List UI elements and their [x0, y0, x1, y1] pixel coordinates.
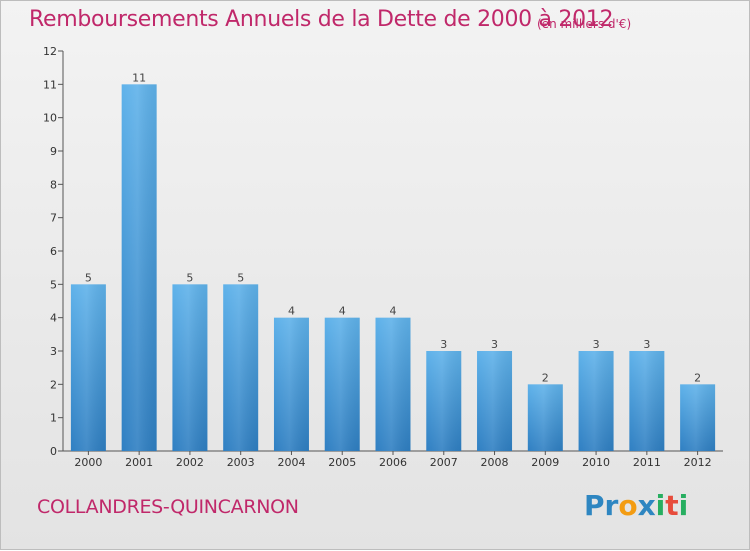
value-label-2002: 5 [186, 271, 193, 284]
value-label-2005: 4 [339, 305, 346, 318]
x-tick-label-2004: 2004 [277, 456, 305, 469]
x-tick-label-2010: 2010 [582, 456, 610, 469]
commune-name: COLLANDRES-QUINCARNON [37, 496, 299, 518]
bar-shine-2001 [121, 84, 157, 451]
bar-shine-2006 [375, 317, 411, 451]
bar-shine-2002 [172, 284, 208, 451]
x-tick-label-2005: 2005 [328, 456, 356, 469]
x-tick-label-2006: 2006 [379, 456, 407, 469]
x-tick-label-2003: 2003 [227, 456, 255, 469]
value-label-2006: 4 [390, 305, 397, 318]
logo-letter: r [604, 489, 619, 522]
x-tick-label-2012: 2012 [684, 456, 712, 469]
x-tick-label-2011: 2011 [633, 456, 661, 469]
bar-shine-2012 [680, 384, 716, 451]
y-tick-label: 3 [50, 345, 57, 358]
value-label-2009: 2 [542, 371, 549, 384]
y-tick-label: 5 [50, 278, 57, 291]
x-tick-label-2002: 2002 [176, 456, 204, 469]
value-label-2007: 3 [440, 338, 447, 351]
y-tick-label: 6 [50, 245, 57, 258]
bar-shine-2004 [273, 317, 309, 451]
logo-letter: o [618, 489, 638, 522]
y-tick-label: 9 [50, 145, 57, 158]
y-tick-label: 1 [50, 412, 57, 425]
bar-shine-2009 [527, 384, 563, 451]
logo-letter: t [665, 489, 679, 522]
value-label-2001: 11 [132, 71, 146, 84]
proxiti-logo: Proxiti [584, 489, 688, 522]
y-tick-label: 4 [50, 312, 57, 325]
unit-note: (en milliers d'€) [537, 17, 632, 31]
x-tick-label-2007: 2007 [430, 456, 458, 469]
y-tick-label: 7 [50, 212, 57, 225]
logo-letter: P [584, 489, 605, 522]
y-tick-label: 0 [50, 445, 57, 458]
x-tick-label-2009: 2009 [531, 456, 559, 469]
value-label-2000: 5 [85, 271, 92, 284]
bar-shine-2011 [629, 351, 665, 451]
value-label-2003: 5 [237, 271, 244, 284]
chart-bars [70, 84, 716, 451]
chart-labels: 2000 5 2001 11 2002 5 2003 5 2004 4 2005 4 2006 4 2007… [74, 71, 711, 469]
bar-shine-2010 [578, 351, 614, 451]
bar-shine-2000 [70, 284, 106, 451]
value-label-2012: 2 [694, 371, 701, 384]
y-tick-label: 12 [43, 45, 57, 58]
value-label-2010: 3 [593, 338, 600, 351]
bar-shine-2008 [477, 351, 513, 451]
value-label-2011: 3 [643, 338, 650, 351]
value-label-2004: 4 [288, 305, 295, 318]
bar-shine-2003 [223, 284, 259, 451]
x-tick-label-2000: 2000 [74, 456, 102, 469]
x-tick-label-2008: 2008 [481, 456, 509, 469]
bar-shine-2007 [426, 351, 462, 451]
value-label-2008: 3 [491, 338, 498, 351]
y-tick-label: 11 [43, 78, 57, 91]
bar-shine-2005 [324, 317, 360, 451]
y-tick-label: 10 [43, 112, 57, 125]
logo-letter: i [655, 489, 666, 522]
logo-letter: x [637, 489, 656, 522]
y-tick-label: 8 [50, 178, 57, 191]
logo-letter: i [678, 489, 689, 522]
y-tick-label: 2 [50, 378, 57, 391]
x-tick-label-2001: 2001 [125, 456, 153, 469]
chart-title: Remboursements Annuels de la Dette de 20… [29, 7, 614, 32]
